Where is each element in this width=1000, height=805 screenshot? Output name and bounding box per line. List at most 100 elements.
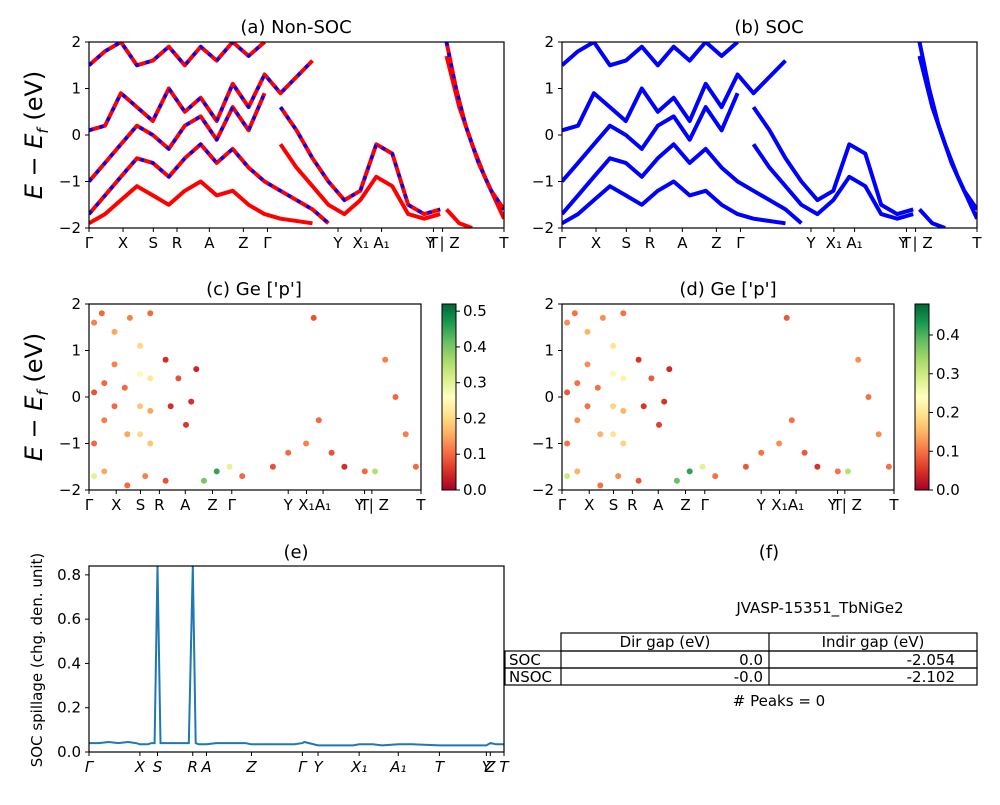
projection-point xyxy=(661,398,668,405)
projection-point xyxy=(382,356,389,363)
projection-point xyxy=(111,328,118,335)
projection-point xyxy=(361,468,368,475)
projection-point xyxy=(686,468,693,475)
projection-point xyxy=(285,449,292,456)
projection-point xyxy=(584,328,591,335)
projection-point xyxy=(584,361,591,368)
projection-point xyxy=(574,417,581,424)
projection-point xyxy=(269,463,276,470)
projection-point xyxy=(121,384,128,391)
projection-point xyxy=(137,370,144,377)
band-line xyxy=(89,92,267,183)
x-tick-label: T xyxy=(888,496,899,514)
x-tick-label: A xyxy=(653,496,664,514)
projection-point xyxy=(656,421,662,428)
colorbar-tick-label: 0.4 xyxy=(463,338,487,356)
spillage-line xyxy=(89,566,504,747)
band-line xyxy=(562,59,787,133)
projection-point xyxy=(303,440,310,447)
band-line xyxy=(562,142,803,225)
projection-point xyxy=(101,468,108,475)
axes-frame xyxy=(88,303,422,491)
colorbar-d-ticks: 0.4 0.3 0.2 0.1 0.0 xyxy=(929,326,960,499)
x-tick-label: Z xyxy=(238,234,248,252)
y-tick-label: −1 xyxy=(532,173,554,191)
x-tick-label: Z xyxy=(484,758,496,776)
projection-point xyxy=(167,403,174,410)
band-line xyxy=(444,42,504,211)
projection-point xyxy=(648,375,655,382)
x-tick-label: X xyxy=(591,234,601,252)
y-tick-label: 1 xyxy=(544,342,554,360)
x-tick-label: T xyxy=(428,234,439,252)
projection-point xyxy=(845,468,851,475)
projection-point xyxy=(162,356,169,363)
band-line xyxy=(89,42,266,68)
x-tick-label: T xyxy=(971,234,982,252)
projection-point xyxy=(610,431,617,438)
projection-point xyxy=(124,482,131,489)
projection-point xyxy=(776,440,783,447)
projection-point xyxy=(564,473,571,480)
panel-b-title: (b) SOC xyxy=(734,17,803,38)
projection-point xyxy=(188,398,195,405)
projection-point xyxy=(564,389,571,396)
y-tick-label: −2 xyxy=(532,219,554,237)
colorbar-tick-label: 0.2 xyxy=(936,404,960,422)
panel-c-title: (c) Ge ['p'] xyxy=(206,279,302,300)
y-tick-label: 0.2 xyxy=(57,699,81,717)
x-tick-label: A₁ xyxy=(389,758,406,776)
projection-point xyxy=(200,477,207,484)
projection-point xyxy=(673,477,680,484)
y-tick-label: 0 xyxy=(544,126,554,144)
x-tick-label: X xyxy=(111,496,121,514)
projection-point xyxy=(111,361,118,368)
projection-point xyxy=(597,482,604,489)
projection-point xyxy=(571,310,578,317)
x-tick-label: A xyxy=(180,496,191,514)
plot-area xyxy=(562,42,977,228)
colorbar-c-ticks: 0.5 0.4 0.3 0.2 0.1 0.0 xyxy=(456,302,487,499)
band-line xyxy=(445,208,473,228)
band-line xyxy=(89,179,313,226)
x-tick-label: Y | Z xyxy=(354,496,389,514)
y-tick-label: 2 xyxy=(544,33,554,51)
x-tick-label: Z xyxy=(680,496,690,514)
colorbar-tick-label: 0.0 xyxy=(936,481,960,499)
projection-point xyxy=(392,394,399,400)
projection-point xyxy=(315,417,322,424)
projection-point xyxy=(101,417,108,424)
x-tick-label: R xyxy=(627,496,637,514)
x-tick-label: Y xyxy=(283,496,294,514)
x-tick-label: R xyxy=(154,496,164,514)
projection-point xyxy=(147,440,154,447)
y-tick-label: 2 xyxy=(71,295,81,313)
projection-point xyxy=(91,319,98,326)
axes-frame xyxy=(88,565,505,753)
x-tick-label: X₁ xyxy=(771,496,787,514)
x-tick-label: A₁ xyxy=(315,496,331,514)
x-tick-label: T xyxy=(498,234,509,252)
projection-point xyxy=(91,389,98,396)
projection-point xyxy=(239,473,246,480)
band-line xyxy=(89,142,330,225)
projection-point xyxy=(402,431,409,438)
y-tick-label: −1 xyxy=(59,435,81,453)
projection-point xyxy=(742,463,749,470)
projection-point xyxy=(183,421,189,428)
x-tick-label: X₁ xyxy=(350,758,367,776)
x-tick-label: T xyxy=(901,234,912,252)
x-tick-label: X xyxy=(584,496,594,514)
x-tick-label: A₁ xyxy=(846,234,862,252)
colorbar-tick-label: 0.0 xyxy=(463,481,487,499)
table-row-nsoc-dir: -0.0 xyxy=(734,668,763,686)
colorbar-tick-label: 0.1 xyxy=(463,445,487,463)
y-tick-label: −2 xyxy=(59,219,81,237)
y-tick-label: 0 xyxy=(71,126,81,144)
projection-point xyxy=(712,473,719,480)
projection-point xyxy=(758,449,765,456)
projection-point xyxy=(635,356,642,363)
colorbar-tick-label: 0.3 xyxy=(463,374,487,392)
